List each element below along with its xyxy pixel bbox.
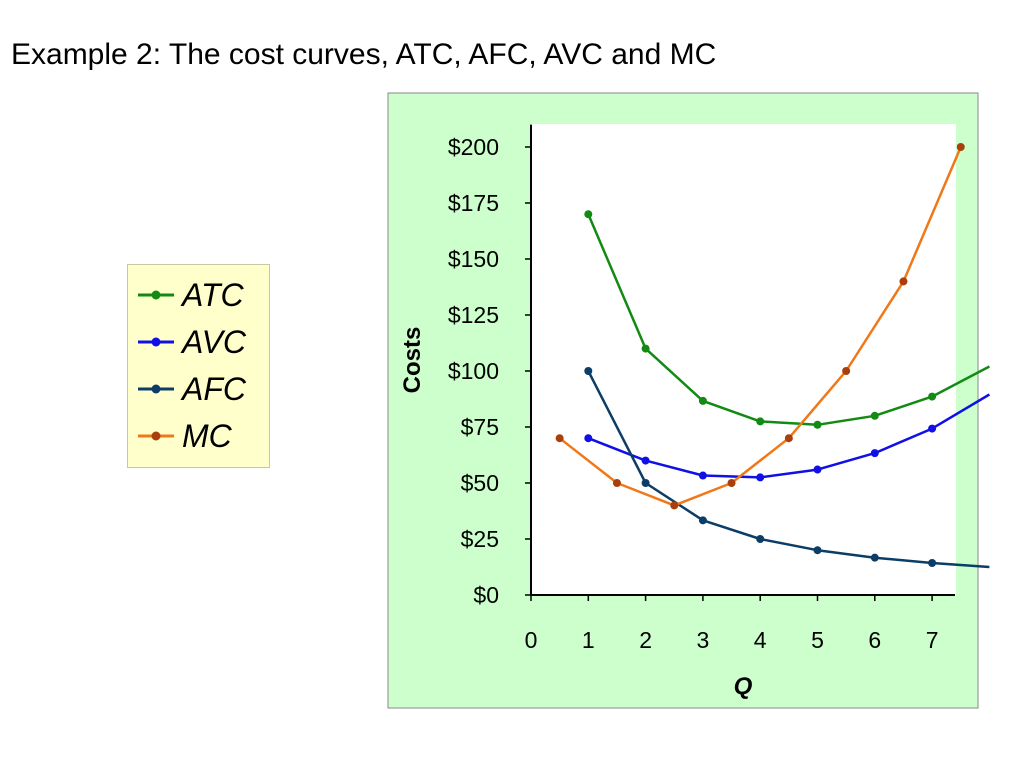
legend-item-mc: MC <box>138 416 232 456</box>
mc-point <box>899 277 908 286</box>
mc-point <box>670 501 679 510</box>
legend-swatch-atc <box>138 290 174 300</box>
slide-title: Example 2: The cost curves, ATC, AFC, AV… <box>11 38 717 71</box>
atc-point <box>698 396 707 405</box>
x-tick-label: 1 <box>582 627 595 653</box>
legend-swatch-avc <box>138 337 174 347</box>
y-tick-label: $125 <box>448 302 499 328</box>
y-tick-label: $25 <box>461 526 499 552</box>
y-tick-label: $200 <box>448 134 499 160</box>
y-tick-label: $100 <box>448 358 499 384</box>
mc-point <box>956 143 965 151</box>
atc-point <box>813 420 822 429</box>
legend-item-atc: ATC <box>138 275 244 315</box>
afc-point <box>870 553 879 562</box>
afc-point <box>641 479 650 487</box>
y-tick-label: $0 <box>473 582 499 608</box>
tick-labels: $0 $25 $50 $75 $100 $125 $150 $175 $200 0 1 2 3 4 5 6 7 <box>448 134 939 653</box>
avc-point <box>813 465 822 474</box>
series-avc <box>584 393 990 482</box>
x-tick-label: 7 <box>926 627 939 653</box>
legend-swatch-mc <box>138 431 174 441</box>
atc-point <box>870 411 879 420</box>
legend-label-afc: AFC <box>182 371 246 407</box>
mc-point <box>842 367 851 375</box>
afc-point <box>756 535 765 543</box>
avc-point <box>584 434 593 443</box>
atc-point <box>756 417 765 426</box>
legend-label-mc: MC <box>182 418 232 454</box>
mc-point <box>555 434 564 443</box>
legend-item-afc: AFC <box>138 369 246 409</box>
x-tick-label: 4 <box>754 627 767 653</box>
axes <box>525 124 956 601</box>
series-mc <box>555 143 965 510</box>
atc-line <box>587 213 990 427</box>
avc-point <box>756 473 765 482</box>
series-atc <box>584 210 990 429</box>
afc-point <box>813 546 822 555</box>
avc-line <box>587 393 990 479</box>
avc-point <box>928 424 937 433</box>
avc-point <box>870 449 879 458</box>
y-tick-label: $50 <box>461 470 499 496</box>
plot-area <box>531 124 956 596</box>
y-tick-label: $150 <box>448 246 499 272</box>
x-tick-label: 5 <box>811 627 824 653</box>
legend-swatch-afc <box>138 384 174 394</box>
mc-point <box>612 479 621 487</box>
atc-point <box>584 210 593 219</box>
afc-point <box>928 558 937 567</box>
y-axis-label: Costs <box>399 327 426 394</box>
x-axis-label: Q <box>734 673 753 700</box>
x-tick-label: 6 <box>868 627 881 653</box>
avc-point <box>698 471 707 480</box>
series-afc <box>584 367 990 569</box>
atc-point <box>928 392 937 401</box>
x-tick-label: 0 <box>525 627 538 653</box>
legend-item-avc: AVC <box>138 322 246 362</box>
afc-line <box>587 370 990 569</box>
afc-point <box>584 367 593 375</box>
series-layer <box>555 143 990 569</box>
x-tick-label: 3 <box>697 627 710 653</box>
mc-point <box>727 479 736 487</box>
x-tick-label: 2 <box>639 627 652 653</box>
atc-point <box>641 344 650 353</box>
legend-label-avc: AVC <box>182 324 247 360</box>
y-tick-label: $175 <box>448 190 499 216</box>
y-tick-label: $75 <box>461 414 499 440</box>
afc-point <box>698 516 707 525</box>
mc-line <box>558 146 962 507</box>
mc-point <box>784 434 793 443</box>
avc-point <box>641 456 650 465</box>
chart-legend: ATC AVC AFC MC <box>127 264 270 468</box>
legend-label-atc: ATC <box>182 277 244 313</box>
